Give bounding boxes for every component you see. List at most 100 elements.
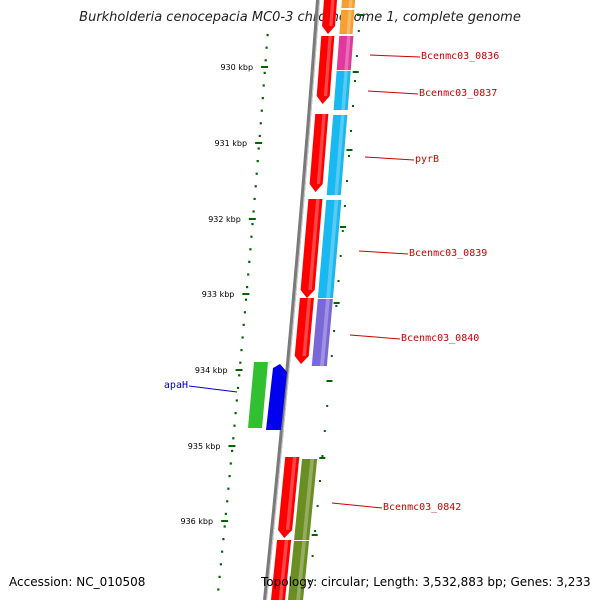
gc-dot bbox=[231, 449, 234, 452]
gene-label[interactable]: apaH bbox=[164, 380, 188, 391]
gc-dot bbox=[236, 386, 240, 389]
gene-label[interactable]: Bcenmc03_0842 bbox=[383, 502, 461, 513]
gc-dot bbox=[233, 424, 236, 427]
scale-dot bbox=[348, 155, 350, 157]
scale-mark bbox=[357, 14, 363, 16]
cog-block[interactable] bbox=[326, 114, 348, 196]
gc-dot bbox=[240, 349, 243, 352]
gene-label[interactable]: Bcenmc03_0837 bbox=[419, 88, 497, 99]
scale-dot bbox=[314, 530, 317, 532]
scale-mark bbox=[333, 302, 340, 304]
feature-shine bbox=[323, 36, 332, 96]
gc-dot bbox=[227, 487, 230, 490]
gc-dot bbox=[249, 248, 252, 251]
scale-dot bbox=[343, 205, 346, 207]
gc-dot bbox=[262, 84, 265, 87]
gc-dot bbox=[229, 462, 232, 465]
kbp-tick-label: 933 kbp bbox=[202, 290, 235, 299]
feature-shine bbox=[308, 199, 320, 290]
cds-block[interactable] bbox=[294, 297, 315, 365]
feature-shine bbox=[302, 298, 312, 356]
gc-dot bbox=[244, 298, 248, 301]
scale-dot bbox=[346, 180, 348, 182]
cog-block[interactable] bbox=[287, 540, 310, 600]
gc-dot bbox=[255, 172, 258, 175]
gc-dot bbox=[239, 361, 242, 364]
feature-shine bbox=[348, 0, 353, 8]
feature-track bbox=[248, 0, 356, 600]
cds-block[interactable] bbox=[309, 113, 329, 193]
gc-dot bbox=[223, 525, 226, 528]
gc-dot bbox=[265, 46, 268, 49]
scale-mark bbox=[340, 226, 347, 228]
accession-text: Accession: NC_010508 bbox=[9, 575, 146, 589]
cds-block[interactable] bbox=[300, 198, 323, 299]
kbp-tick-label: 935 kbp bbox=[188, 442, 221, 451]
scale-dot bbox=[357, 30, 360, 32]
gc-dot bbox=[253, 197, 256, 200]
gene-label[interactable]: Bcenmc03_0839 bbox=[409, 248, 487, 259]
scale-dot bbox=[328, 380, 331, 382]
gc-dot bbox=[219, 563, 222, 566]
scale-dot bbox=[311, 555, 314, 557]
kbp-ticks: 930 kbp 931 kbp 932 kbp 933 kbp 934 kbp 935 k… bbox=[180, 63, 269, 526]
feature-shine bbox=[316, 114, 326, 184]
gc-dot bbox=[232, 437, 235, 440]
gc-dot bbox=[222, 538, 225, 541]
scale-mark bbox=[311, 534, 318, 536]
gc-dot bbox=[247, 273, 250, 276]
scale-dot bbox=[354, 80, 356, 82]
gc-dot bbox=[224, 512, 227, 515]
gc-dot bbox=[243, 311, 246, 314]
scale-dot bbox=[330, 355, 333, 357]
cds-block[interactable] bbox=[270, 539, 292, 600]
gc-dot bbox=[260, 109, 263, 112]
kbp-tick-label: 930 kbp bbox=[220, 63, 253, 72]
cds-block[interactable] bbox=[321, 0, 338, 35]
map-title: Burkholderia cenocepacia MC0-3 chromosom… bbox=[79, 10, 521, 25]
cog-block[interactable] bbox=[311, 298, 334, 367]
gc-dot bbox=[263, 71, 266, 74]
scale-mark bbox=[346, 149, 353, 151]
feature-shine bbox=[320, 299, 330, 366]
gc-dot bbox=[238, 374, 241, 377]
gene-label[interactable]: Bcenmc03_0836 bbox=[421, 51, 499, 62]
cog-block[interactable] bbox=[339, 9, 355, 35]
feature-shine bbox=[344, 36, 351, 70]
gc-dot bbox=[234, 412, 237, 415]
kbp-tick-label: 934 kbp bbox=[195, 366, 228, 375]
gene-leader-line bbox=[331, 502, 383, 509]
gc-dot bbox=[221, 550, 224, 553]
cog-block[interactable] bbox=[293, 458, 318, 541]
scale-dot bbox=[352, 105, 354, 107]
gc-dot bbox=[242, 323, 245, 326]
gc-dot bbox=[235, 399, 238, 402]
gene-label[interactable]: Bcenmc03_0840 bbox=[401, 333, 479, 344]
gc-dot bbox=[257, 147, 260, 150]
feature-shine bbox=[278, 540, 289, 600]
gene-leader-line bbox=[369, 54, 421, 58]
kbp-tick-label: 931 kbp bbox=[214, 139, 247, 148]
cog-block[interactable] bbox=[336, 35, 354, 71]
gene-label-layer: Bcenmc03_0836 Bcenmc03_0837 pyrB Bcenmc03_0… bbox=[164, 51, 499, 513]
gene-label[interactable]: pyrB bbox=[415, 154, 439, 165]
gc-dot bbox=[259, 122, 262, 125]
cog-block[interactable] bbox=[341, 0, 356, 9]
scale-dot bbox=[323, 430, 326, 432]
kbp-tick-label: 936 kbp bbox=[180, 517, 213, 526]
gc-dot bbox=[217, 588, 220, 591]
cog-block[interactable] bbox=[333, 70, 351, 111]
backbone-highlight bbox=[266, 0, 320, 600]
feature-shine bbox=[329, 0, 335, 26]
apah-cds-block[interactable] bbox=[266, 364, 287, 430]
cds-block[interactable] bbox=[277, 456, 300, 539]
cds-block[interactable] bbox=[316, 35, 335, 105]
gc-dot bbox=[258, 134, 261, 137]
cog-block[interactable] bbox=[317, 199, 342, 299]
scale-dot bbox=[319, 480, 321, 482]
scale-dot bbox=[316, 505, 319, 507]
chromosome-backbone bbox=[263, 0, 320, 600]
apah-cog-block[interactable] bbox=[248, 362, 268, 428]
gc-dot bbox=[218, 575, 221, 578]
